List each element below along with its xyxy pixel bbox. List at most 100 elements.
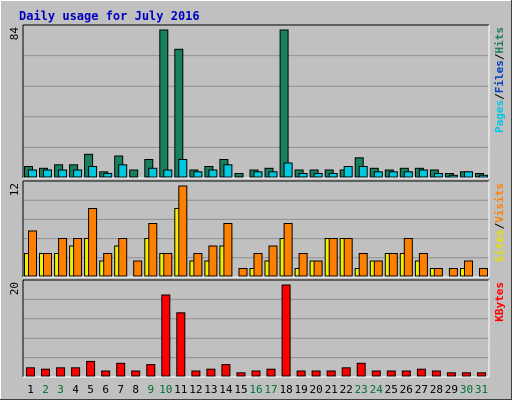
bar-pages-day-25 [388,171,398,178]
bar-pages-day-19 [298,173,308,178]
bar-kbytes-day-6 [101,370,111,377]
bar-visits-day-14 [223,223,233,277]
bar-visits-day-16 [253,253,263,277]
x-tick-label-day-12: 12 [189,383,202,396]
bar-kbytes-day-20 [311,370,321,377]
x-tick-label-day-5: 5 [87,383,94,396]
bar-visits-day-17 [268,245,278,277]
bar-visits-day-31 [479,268,488,277]
x-tick-label-day-13: 13 [204,383,217,396]
x-tick-label-day-24: 24 [370,383,384,396]
bar-kbytes-day-8 [131,370,141,377]
bar-pages-day-20 [313,173,323,178]
bar-visits-day-9 [148,223,158,277]
x-tick-label-day-18: 18 [279,383,292,396]
bar-pages-day-3 [58,169,68,178]
bar-kbytes-day-27 [416,368,426,377]
plot-area-kbytes [23,280,489,377]
legend-item-sites: Sites [493,229,506,262]
bar-pages-day-2 [43,169,52,178]
bar-visits-day-10 [163,253,173,277]
bar-hits-day-15 [234,173,244,178]
legend-item-pages: Pages [493,100,506,133]
bar-visits-day-2 [43,253,52,277]
x-tick-label-day-20: 20 [309,383,322,396]
bar-pages-day-11 [178,159,188,178]
bar-pages-day-29 [448,174,458,178]
bar-kbytes-day-15 [236,372,246,377]
bar-hits-day-8 [129,169,139,178]
x-tick-label-day-2: 2 [42,383,49,396]
x-tick-label-day-16: 16 [249,383,262,396]
x-tick-label-day-15: 15 [234,383,247,396]
bar-kbytes-day-10 [161,294,171,377]
bar-hits-day-18 [279,29,289,178]
bar-visits-day-22 [343,238,353,277]
bar-kbytes-day-12 [191,370,201,377]
bar-pages-day-10 [163,169,173,178]
bar-visits-day-19 [298,253,308,277]
x-tick-label-day-4: 4 [72,383,79,396]
x-tick-label-day-22: 22 [340,383,353,396]
bar-visits-day-27 [418,253,428,277]
bar-visits-day-12 [193,253,203,277]
bar-kbytes-day-4 [71,367,81,377]
bar-visits-day-26 [403,238,413,277]
x-tick-label-day-23: 23 [355,383,368,396]
x-tick-label-day-28: 28 [430,383,443,396]
bar-pages-day-27 [418,169,428,178]
bar-pages-day-13 [208,169,218,178]
bar-kbytes-day-23 [356,362,366,377]
legend-hits: Pages/Files/Hits [493,27,506,133]
bar-pages-day-31 [479,174,488,178]
x-tick-label-day-6: 6 [102,383,109,396]
bar-visits-day-8 [133,260,143,277]
x-tick-label-day-1: 1 [27,383,34,396]
bar-kbytes-day-24 [371,370,381,377]
x-tick-label-day-10: 10 [159,383,172,396]
x-tick-label-day-8: 8 [132,383,139,396]
bar-kbytes-day-9 [146,364,156,377]
bar-pages-day-23 [358,166,368,178]
bar-visits-day-6 [103,253,113,277]
bar-pages-day-24 [373,171,383,178]
panel-visits: 12 Sites/Visits [8,180,506,278]
x-tick-label-day-3: 3 [57,383,64,396]
x-axis-day-labels: 1 2 3 4 5 6 7 8 9 10 11 12 13 14 15 16 17 18 19 20 21 22 23 24 2… [27,383,488,396]
bar-pages-day-18 [283,162,293,178]
bar-hits-day-11 [174,48,184,178]
x-tick-label-day-30: 30 [460,383,473,396]
bar-kbytes-day-19 [296,370,306,377]
bar-kbytes-day-29 [446,372,456,377]
bar-pages-day-16 [253,171,263,178]
bar-visits-day-28 [433,268,443,277]
bar-pages-day-4 [73,169,83,178]
legend-separator: / [493,93,506,100]
bar-kbytes-day-25 [386,370,396,377]
bar-hits-day-10 [159,29,169,178]
bar-kbytes-day-11 [176,312,186,377]
bar-visits-day-18 [283,223,293,277]
legend-item-hits: Hits [493,27,506,54]
bar-pages-day-7 [118,164,128,178]
bar-kbytes-day-30 [462,372,471,377]
bar-visits-day-21 [328,238,338,277]
bar-pages-day-5 [88,166,98,178]
bar-pages-day-12 [193,171,203,178]
bar-kbytes-day-16 [251,370,261,377]
bar-visits-day-23 [358,253,368,277]
bar-visits-day-30 [464,260,473,277]
legend-kbytes: KBytes [493,282,506,322]
bar-visits-day-4 [73,238,83,277]
bar-kbytes-day-13 [206,368,216,377]
bar-kbytes-day-2 [41,368,50,377]
bar-visits-day-5 [88,208,98,277]
x-tick-label-day-9: 9 [147,383,154,396]
y-max-label-kbytes: 20 [8,282,21,295]
bar-kbytes-day-14 [221,364,231,377]
bar-pages-day-1 [28,169,37,178]
legend-separator: / [493,222,506,229]
bar-visits-day-25 [388,253,398,277]
